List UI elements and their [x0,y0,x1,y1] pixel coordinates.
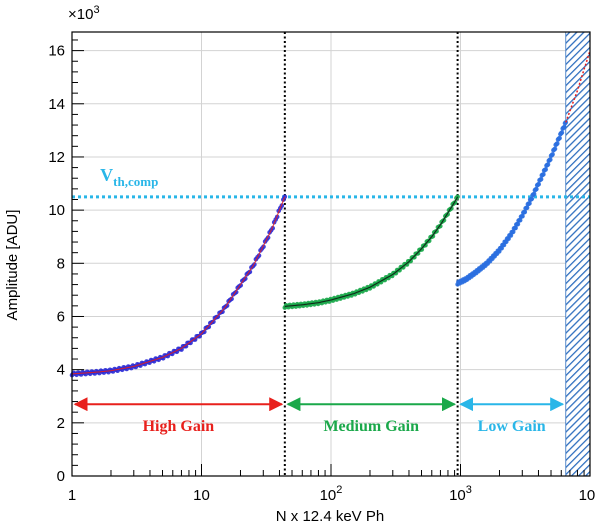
y-axis-title: Amplitude [ADU] [4,210,21,321]
y-tick-label: 4 [57,362,65,379]
data-point [555,141,560,146]
data-point [412,254,417,260]
data-point [211,319,216,325]
x-axis-title: N x 12.4 keV Ph [276,508,384,525]
data-point [524,205,530,210]
threshold-label-main: V [100,165,113,185]
x-tick-label: 103 [449,484,472,504]
data-point [545,162,551,167]
x-tick-label-base: 10 [579,487,595,504]
data-point [550,152,555,157]
y-tick-label: 6 [57,308,65,325]
y-multiplier-base: ×10 [68,6,93,23]
y-multiplier-exponent: 3 [93,4,99,16]
data-point [543,167,548,172]
y-tick-label: 12 [48,149,65,166]
data-point [415,251,421,256]
data-point [520,213,525,219]
gain-region-label: Low Gain [478,418,546,435]
data-point [529,196,535,202]
data-point [531,191,537,197]
data-point [538,177,544,182]
data-point [513,225,518,231]
y-tick-label: 14 [48,96,65,113]
x-tick-label-base: 10 [193,487,210,504]
threshold-label-sub: th,comp [113,174,158,189]
fit-curve [71,196,286,375]
x-tick-label-exponent: 2 [336,484,342,496]
data-point [534,186,539,192]
series-group [69,50,591,378]
threshold-line-group: Vth,comp [72,165,590,199]
grid [71,32,591,477]
data-point [517,217,523,223]
data-point [559,130,565,135]
data-point [527,201,532,206]
y-multiplier-label: ×103 [68,4,100,23]
data-point [206,324,212,330]
data-point [510,229,516,235]
gain-region-label: Medium Gain [323,418,419,435]
y-tick-label: 0 [57,468,65,485]
x-tick-label-base: 1 [68,487,76,504]
data-point [557,135,562,141]
data-point [552,146,558,152]
data-series [455,50,591,287]
data-point [522,209,528,215]
y-tick-label: 2 [57,415,65,432]
saturated-region-hatch [565,31,591,477]
data-point [455,194,460,200]
data-point [515,221,521,227]
x-tick-label: 102 [320,484,343,504]
x-tick-label-exponent: 3 [466,484,472,496]
data-point [215,314,221,320]
gain-boundaries [283,32,459,476]
fit-curve [284,196,459,307]
data-point [423,242,428,248]
data-point [220,309,225,315]
data-point [561,124,567,130]
data-point [202,329,207,335]
data-point [541,172,546,177]
threshold-label: Vth,comp [100,165,158,189]
x-tick-label: 104 [579,484,595,504]
data-series [69,194,288,378]
data-point [548,157,553,162]
data-point [408,258,414,264]
x-tick-label-base: 10 [449,487,466,504]
y-tick-label: 10 [48,202,65,219]
data-point [426,238,432,244]
data-point [419,247,425,252]
data-series [282,194,460,310]
x-tick-label: 1 [68,487,76,504]
x-tick-label-base: 10 [320,487,337,504]
data-point [536,181,541,187]
saturated-region [565,31,591,477]
x-tick-label: 10 [193,487,210,504]
gain-regions: High Gain Medium Gain Low Gain [73,397,565,435]
gain-region-label: High Gain [143,418,215,435]
y-tick-label: 16 [48,43,65,60]
y-tick-label: 8 [57,255,65,272]
